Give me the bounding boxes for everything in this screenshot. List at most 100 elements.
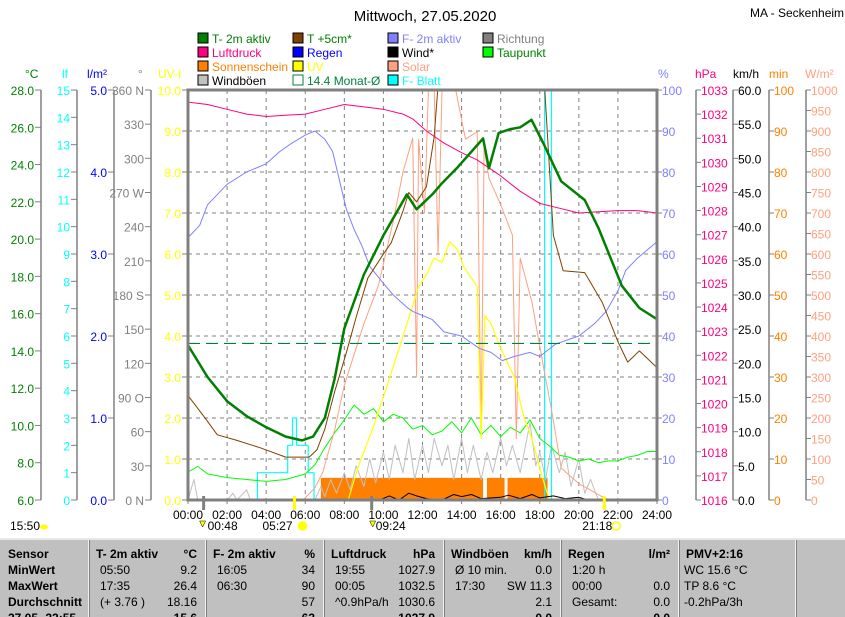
table-column-divider xyxy=(88,540,206,617)
legend-swatch xyxy=(387,32,399,44)
axis-tick-label: 150 xyxy=(124,323,144,337)
axis-tick-label: 2.0 xyxy=(90,330,107,344)
axis-tick-label: 25.0 xyxy=(738,323,762,337)
axis-tick-label: 50.0 xyxy=(738,152,762,166)
axis-tick-label: 400 xyxy=(811,330,831,344)
axis-tick-label: 2 xyxy=(63,439,70,453)
legend-swatch xyxy=(197,74,209,86)
legend-swatch xyxy=(387,46,399,58)
axis-tick-label: 10 xyxy=(662,453,676,467)
table-header: PMV+2:16 xyxy=(686,547,744,561)
axis-tick-label: 40 xyxy=(774,330,788,344)
table-header: Luftdruck xyxy=(331,547,387,561)
table-cell-time: Ø 10 min. xyxy=(455,563,508,577)
table-cell-time: -0.2hPa/3h xyxy=(684,595,743,609)
axis-tick-label: 0.0 xyxy=(90,494,107,508)
axis-unit-temp: °C xyxy=(25,67,39,81)
station-name: MA - Seckenheim xyxy=(750,6,844,20)
time-tick-label: 06:00 xyxy=(290,508,320,522)
time-axis: 00:00 02:00 04:00 06:00 08:00 10:00 12:00 14:00… xyxy=(173,496,672,533)
axis-unit-uv: UV-I xyxy=(158,67,181,81)
table-header: T- 2m aktiv xyxy=(96,547,159,561)
axis-tick-label: 30 xyxy=(662,371,676,385)
table-cell-value: 1027.9 xyxy=(398,563,435,577)
legend-label: Wind* xyxy=(402,46,434,60)
axis-tick-label: 60.0 xyxy=(738,84,762,98)
time-tick-label: 00:00 xyxy=(173,508,203,522)
legend-swatch xyxy=(197,46,209,58)
table-header: Regen xyxy=(568,547,605,561)
axis-tick-label: 80 xyxy=(774,166,788,180)
table-cell-value: 26.4 xyxy=(173,579,197,593)
time-tick-label: 08:00 xyxy=(329,508,359,522)
axis-tick-label: 4.0 xyxy=(90,166,107,180)
axis-tick-label: 1025 xyxy=(701,277,728,291)
axis-tick-label: 20.0 xyxy=(738,357,762,371)
series-line-wind xyxy=(188,492,657,500)
axis-tick-label: 240 xyxy=(124,221,144,235)
legend-swatch xyxy=(292,46,304,58)
legend-swatch xyxy=(482,32,494,44)
axis-tick-label: 90 xyxy=(662,125,676,139)
axis-tick-label: 550 xyxy=(811,269,831,283)
axis-tick-label: 100 xyxy=(774,84,794,98)
table-cell-time: 00:00 xyxy=(572,579,603,593)
axis-tick-label: 1000 xyxy=(811,84,838,98)
table-cell-value: 63 xyxy=(253,610,315,617)
axis-tick-label: 900 xyxy=(811,125,831,139)
table-column-divider xyxy=(678,540,796,617)
legend-label: UV xyxy=(307,60,324,74)
table-cell-time: 16:05 xyxy=(217,563,248,577)
marker-time: 09:24 xyxy=(376,519,406,533)
axis-tick-label: 1021 xyxy=(701,373,728,387)
axis-tick-label: 20 xyxy=(774,412,788,426)
legend-swatch xyxy=(387,60,399,72)
legend-label: Windböen xyxy=(212,74,266,88)
table-cell-value: 0.0 xyxy=(653,579,670,593)
table-header-row: Sensor T- 2m aktiv °C F- 2m aktiv% Luftdruck… xyxy=(0,546,845,562)
axis-tick-label: 3.0 xyxy=(90,248,107,262)
legend-swatch xyxy=(292,60,304,72)
table-cell-value: 0.0 xyxy=(535,563,552,577)
axis-unit-hum: % xyxy=(658,67,669,81)
axis-tick-label: 850 xyxy=(811,146,831,160)
table-cell-value: 15.6 xyxy=(135,610,197,617)
time-tick-label: 10:00 xyxy=(368,508,398,522)
axis-tick-label: 26.0 xyxy=(11,121,35,135)
table-cell-value: 34 xyxy=(301,563,315,577)
axis-tick-label: 0 xyxy=(662,494,669,508)
axis-tick-label: 5.0 xyxy=(164,289,181,303)
axis-unit-rain: l/m² xyxy=(87,67,107,81)
axis-tick-label: 6.0 xyxy=(164,248,181,262)
axis-tick-label: 600 xyxy=(811,248,831,262)
legend-label: Richtung xyxy=(497,32,544,46)
axis-tick-label: 60 xyxy=(662,248,676,262)
table-cell-value: 1027.9 xyxy=(373,610,435,617)
axis-tick-label: 1026 xyxy=(701,253,728,267)
axis-tick-label: 1020 xyxy=(701,398,728,412)
axis-tick-label: 50 xyxy=(811,474,825,488)
table-column-divider xyxy=(795,540,845,617)
axis-tick-label: 24.0 xyxy=(11,159,35,173)
axis-tick-label: 3.0 xyxy=(164,371,181,385)
axis-tick-label: 200 xyxy=(811,412,831,426)
axis-tick-label: 0 N xyxy=(125,494,144,508)
row-label: 27.05.-22:55 xyxy=(8,610,76,617)
axis-tick-label: 100 xyxy=(811,453,831,467)
axis-tick-label: 5 xyxy=(63,357,70,371)
table-cell-time: TP 8.6 °C xyxy=(684,579,736,593)
series-bar-sonnenschein xyxy=(486,477,505,500)
table-header-unit: % xyxy=(304,547,315,561)
series-line-t-2m-aktiv xyxy=(188,118,657,442)
axis-tick-label: 40 xyxy=(662,330,676,344)
table-cell-value: 18.16 xyxy=(166,595,197,609)
legend-swatch xyxy=(292,74,304,86)
legend-label: F- 2m aktiv xyxy=(402,32,461,46)
legend-swatch xyxy=(387,74,399,86)
table-cell-time: WC 15.6 °C xyxy=(684,563,748,577)
axis-tick-label: 12 xyxy=(57,166,71,180)
legend-label: Sonnenschein xyxy=(212,60,288,74)
axis-tick-label: 8.0 xyxy=(164,166,181,180)
axis-tick-label: 1033 xyxy=(701,84,728,98)
legend-swatch xyxy=(197,60,209,72)
